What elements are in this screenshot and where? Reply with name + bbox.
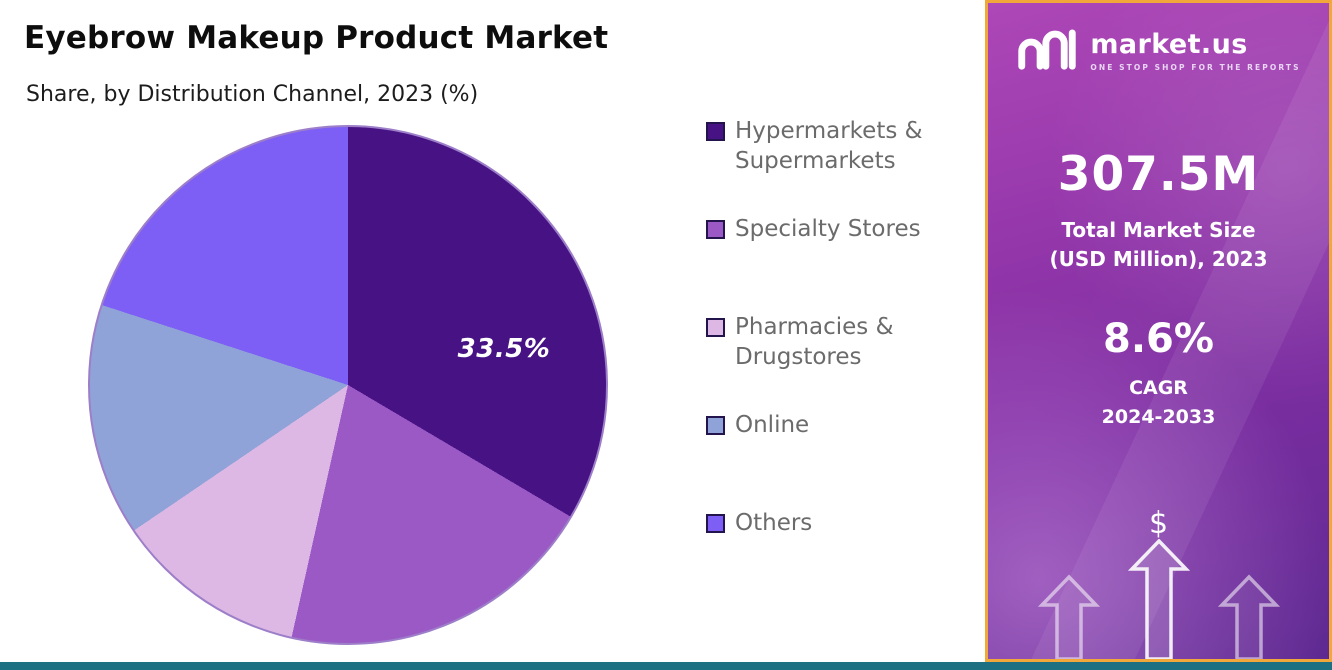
pie-chart: 33.5% [88,125,608,645]
legend-item: Hypermarkets & Supermarkets [706,116,946,214]
brand-header: market.us ONE STOP SHOP FOR THE REPORTS [988,27,1329,75]
market-size-label-line2: (USD Million), 2023 [1049,247,1268,271]
legend-item: Others [706,508,946,606]
brand-tagline: ONE STOP SHOP FOR THE REPORTS [1090,62,1301,72]
legend-item: Online [706,410,946,508]
page-title: Eyebrow Makeup Product Market [24,20,609,56]
brand-text: market.us ONE STOP SHOP FOR THE REPORTS [1090,31,1300,72]
market-size-label-line1: Total Market Size [1061,218,1256,242]
bottom-accent-bar [0,662,1332,670]
legend-item: Pharmacies & Drugstores [706,312,946,410]
brand-name: market.us [1090,28,1248,60]
legend-item-label: Hypermarkets & Supermarkets [735,118,923,175]
legend-swatch-icon [706,220,725,239]
legend-swatch-icon [706,514,725,533]
chart-legend: Hypermarkets & Supermarkets Specialty Sto… [706,116,946,606]
pie-slices [88,125,608,645]
cagr-label-line1: CAGR [1129,377,1188,399]
legend-item-label: Pharmacies & Drugstores [735,314,894,371]
legend-item-label: Online [735,412,810,438]
cagr-value: 8.6% [1103,316,1214,362]
growth-arrows-icon [1037,539,1280,659]
legend-item: Specialty Stores [706,214,946,312]
brand-panel: market.us ONE STOP SHOP FOR THE REPORTS … [985,0,1332,662]
market-size-value: 307.5M [1057,147,1260,202]
pie-slice-label: 33.5% [457,333,551,364]
cagr-label-line2: 2024-2033 [1101,405,1216,428]
marketus-logo-icon [1016,27,1078,75]
legend-swatch-icon [706,416,725,435]
legend-swatch-icon [706,122,725,141]
chart-subtitle: Share, by Distribution Channel, 2023 (%) [26,82,479,107]
legend-swatch-icon [706,318,725,337]
cagr-label: CAGR 2024-2033 [988,374,1329,431]
legend-item-label: Others [735,510,813,536]
dollar-icon: $ [1148,506,1169,541]
legend-item-label: Specialty Stores [735,216,921,242]
market-size-label: Total Market Size (USD Million), 2023 [988,216,1329,274]
